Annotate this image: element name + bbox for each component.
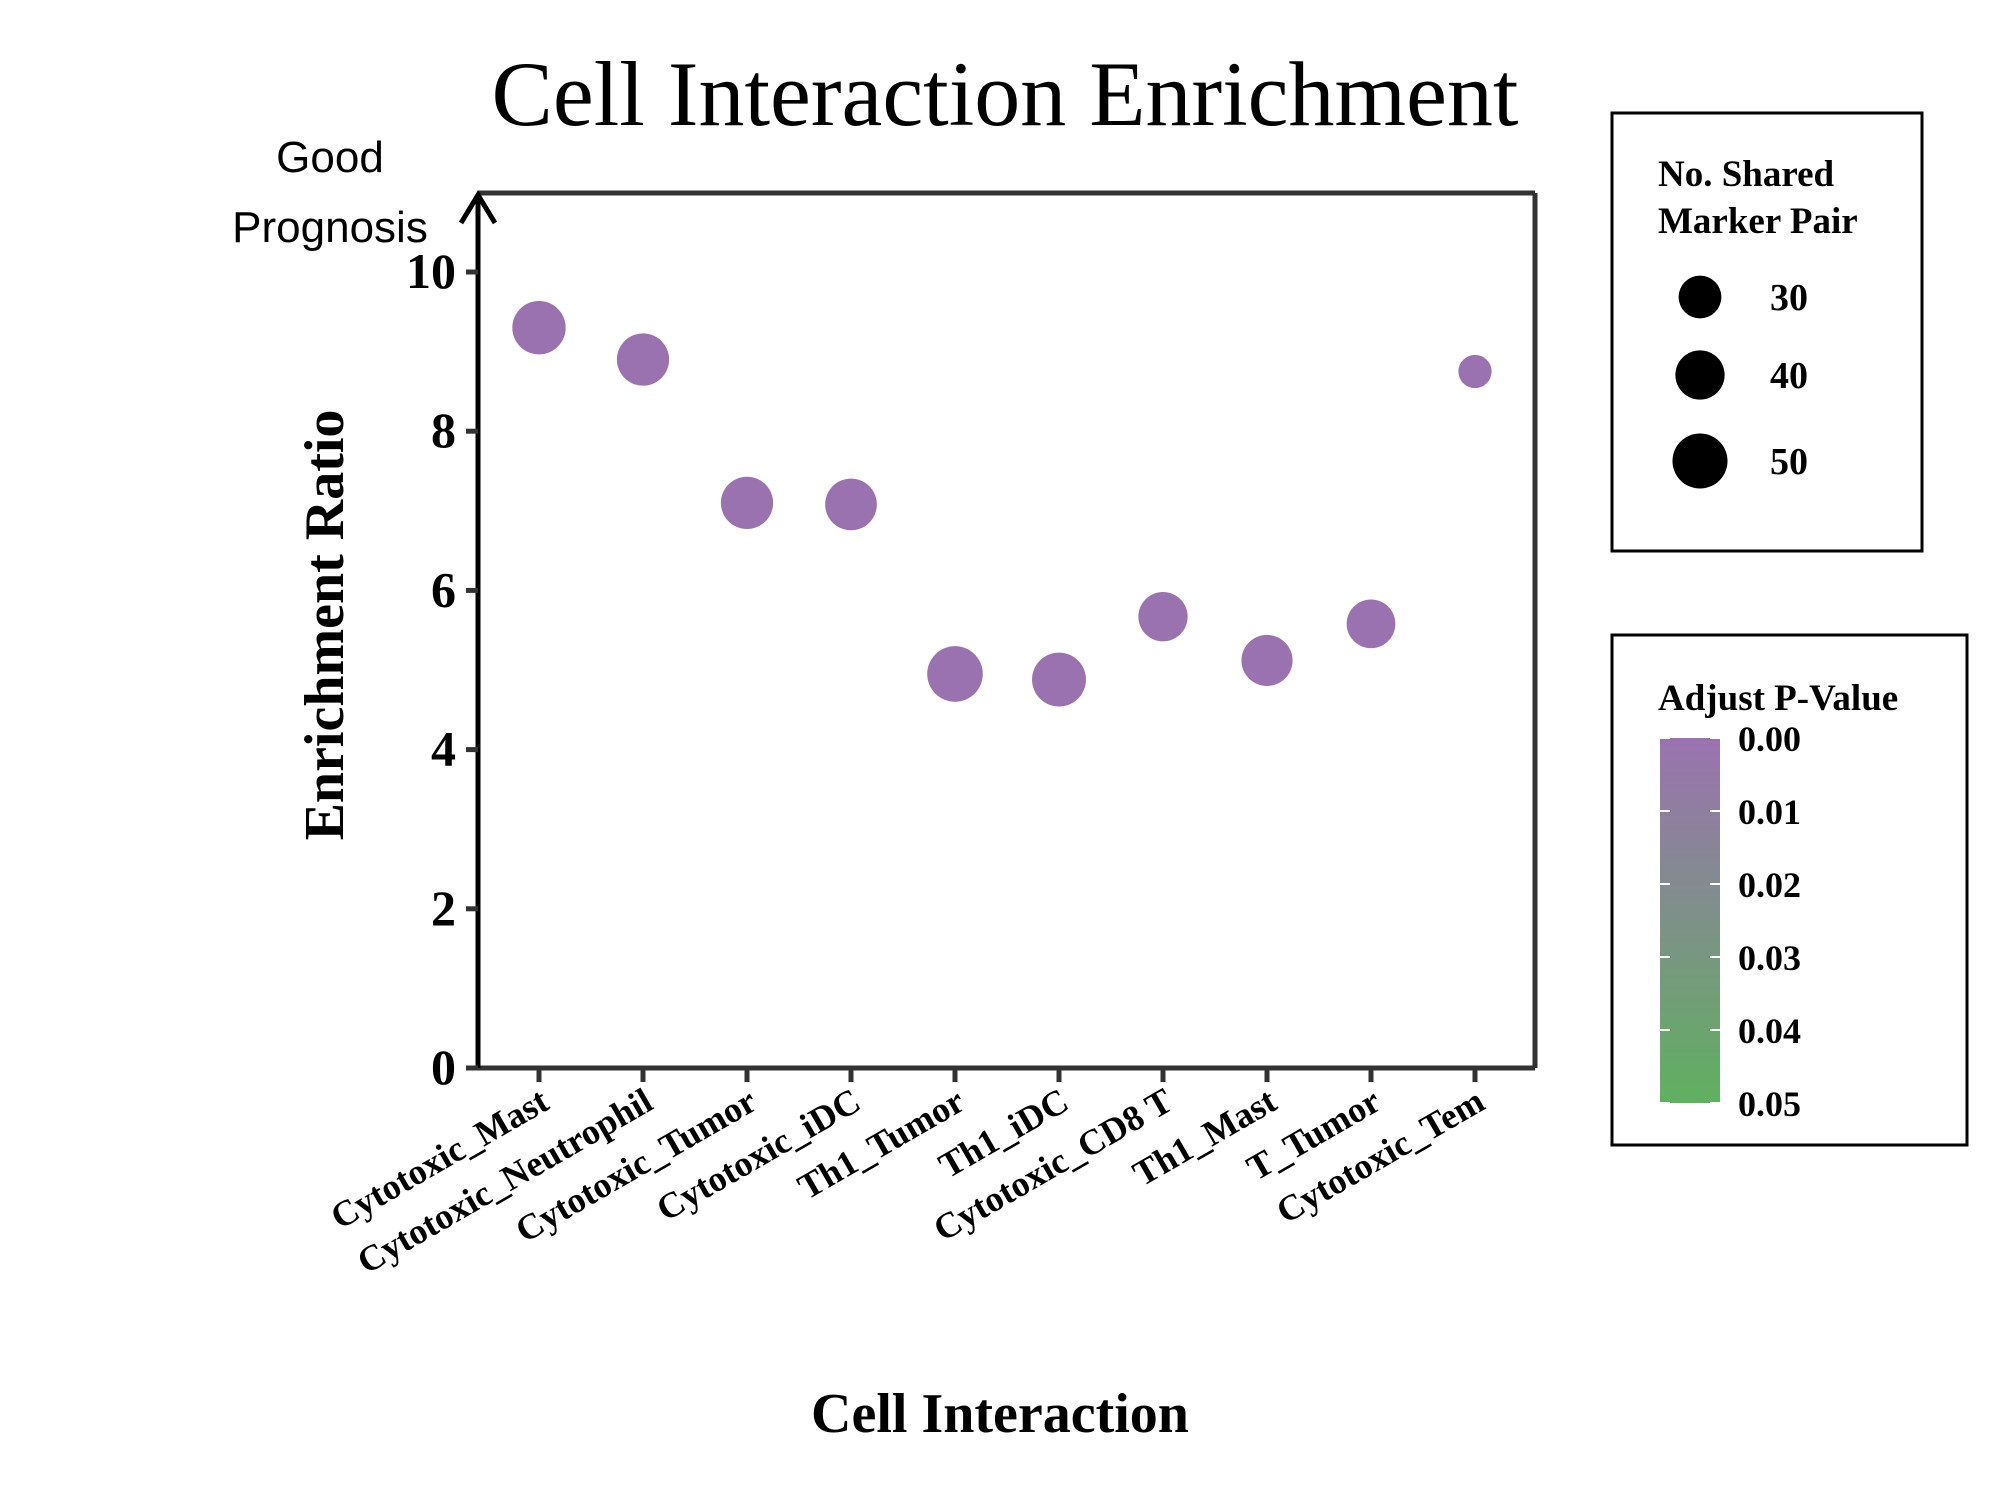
y-axis-label: Enrichment Ratio: [294, 410, 356, 841]
data-point: [1346, 599, 1396, 649]
size-legend-box: [1610, 111, 1924, 553]
y-tick-label: 6: [431, 561, 456, 617]
data-point: [512, 301, 566, 355]
size-legend-key: [1675, 350, 1725, 400]
size-legend-title-line1: No. Shared: [1658, 154, 1835, 195]
data-point: [1458, 354, 1492, 389]
color-legend-label: 0.02: [1738, 865, 1801, 905]
size-legend-key: [1672, 433, 1728, 489]
data-point: [1241, 634, 1293, 686]
data-point: [1138, 592, 1188, 642]
color-legend-ticks: 0.00 0.01 0.02 0.03 0.04 0.05: [1660, 719, 1801, 1124]
size-legend-key: [1678, 275, 1722, 319]
annotation-prognosis: Prognosis: [232, 203, 428, 252]
color-legend-label: 0.05: [1738, 1084, 1801, 1124]
size-legend-title-line2: Marker Pair: [1658, 201, 1858, 242]
color-legend-label: 0.03: [1738, 938, 1801, 978]
color-legend-label: 0.00: [1738, 719, 1801, 759]
y-tick-label: 8: [431, 402, 456, 458]
color-legend: Adjust P-Value 0.00 0.01 0.02 0.03 0.04 0.05: [1610, 633, 1969, 1147]
data-point: [1032, 652, 1086, 707]
data-point: [616, 333, 670, 386]
data-point: [825, 478, 877, 531]
chart-title: Cell Interaction Enrichment: [492, 43, 1519, 145]
y-tick-label: 4: [431, 721, 456, 777]
size-legend-items: 30 40 50: [1672, 275, 1808, 489]
size-legend-label: 30: [1770, 277, 1808, 319]
size-legend-label: 40: [1770, 355, 1808, 397]
y-axis-arrow: [458, 190, 498, 225]
x-axis-label: Cell Interaction: [811, 1383, 1189, 1445]
y-axis-ticks: 0 2 4 6 8 10: [406, 243, 478, 1095]
y-tick-label: 10: [406, 243, 456, 299]
x-axis-ticks: Cytotoxic_MastCytotoxic_NeutrophilCytoto…: [324, 1068, 1491, 1282]
size-legend-label: 50: [1770, 441, 1808, 483]
annotation-good: Good: [276, 133, 384, 182]
size-legend: No. Shared Marker Pair 30 40 50: [1610, 111, 1924, 553]
plot-axes: [458, 190, 1538, 1071]
y-tick-label: 0: [431, 1039, 456, 1095]
color-legend-label: 0.04: [1738, 1011, 1801, 1051]
y-tick-label: 2: [431, 880, 456, 936]
color-legend-gradient-bar: [1660, 738, 1720, 1103]
data-points: [512, 301, 1492, 707]
color-legend-title: Adjust P-Value: [1658, 678, 1898, 719]
data-point: [720, 476, 774, 529]
data-point: [927, 646, 983, 702]
color-legend-label: 0.01: [1738, 792, 1801, 832]
